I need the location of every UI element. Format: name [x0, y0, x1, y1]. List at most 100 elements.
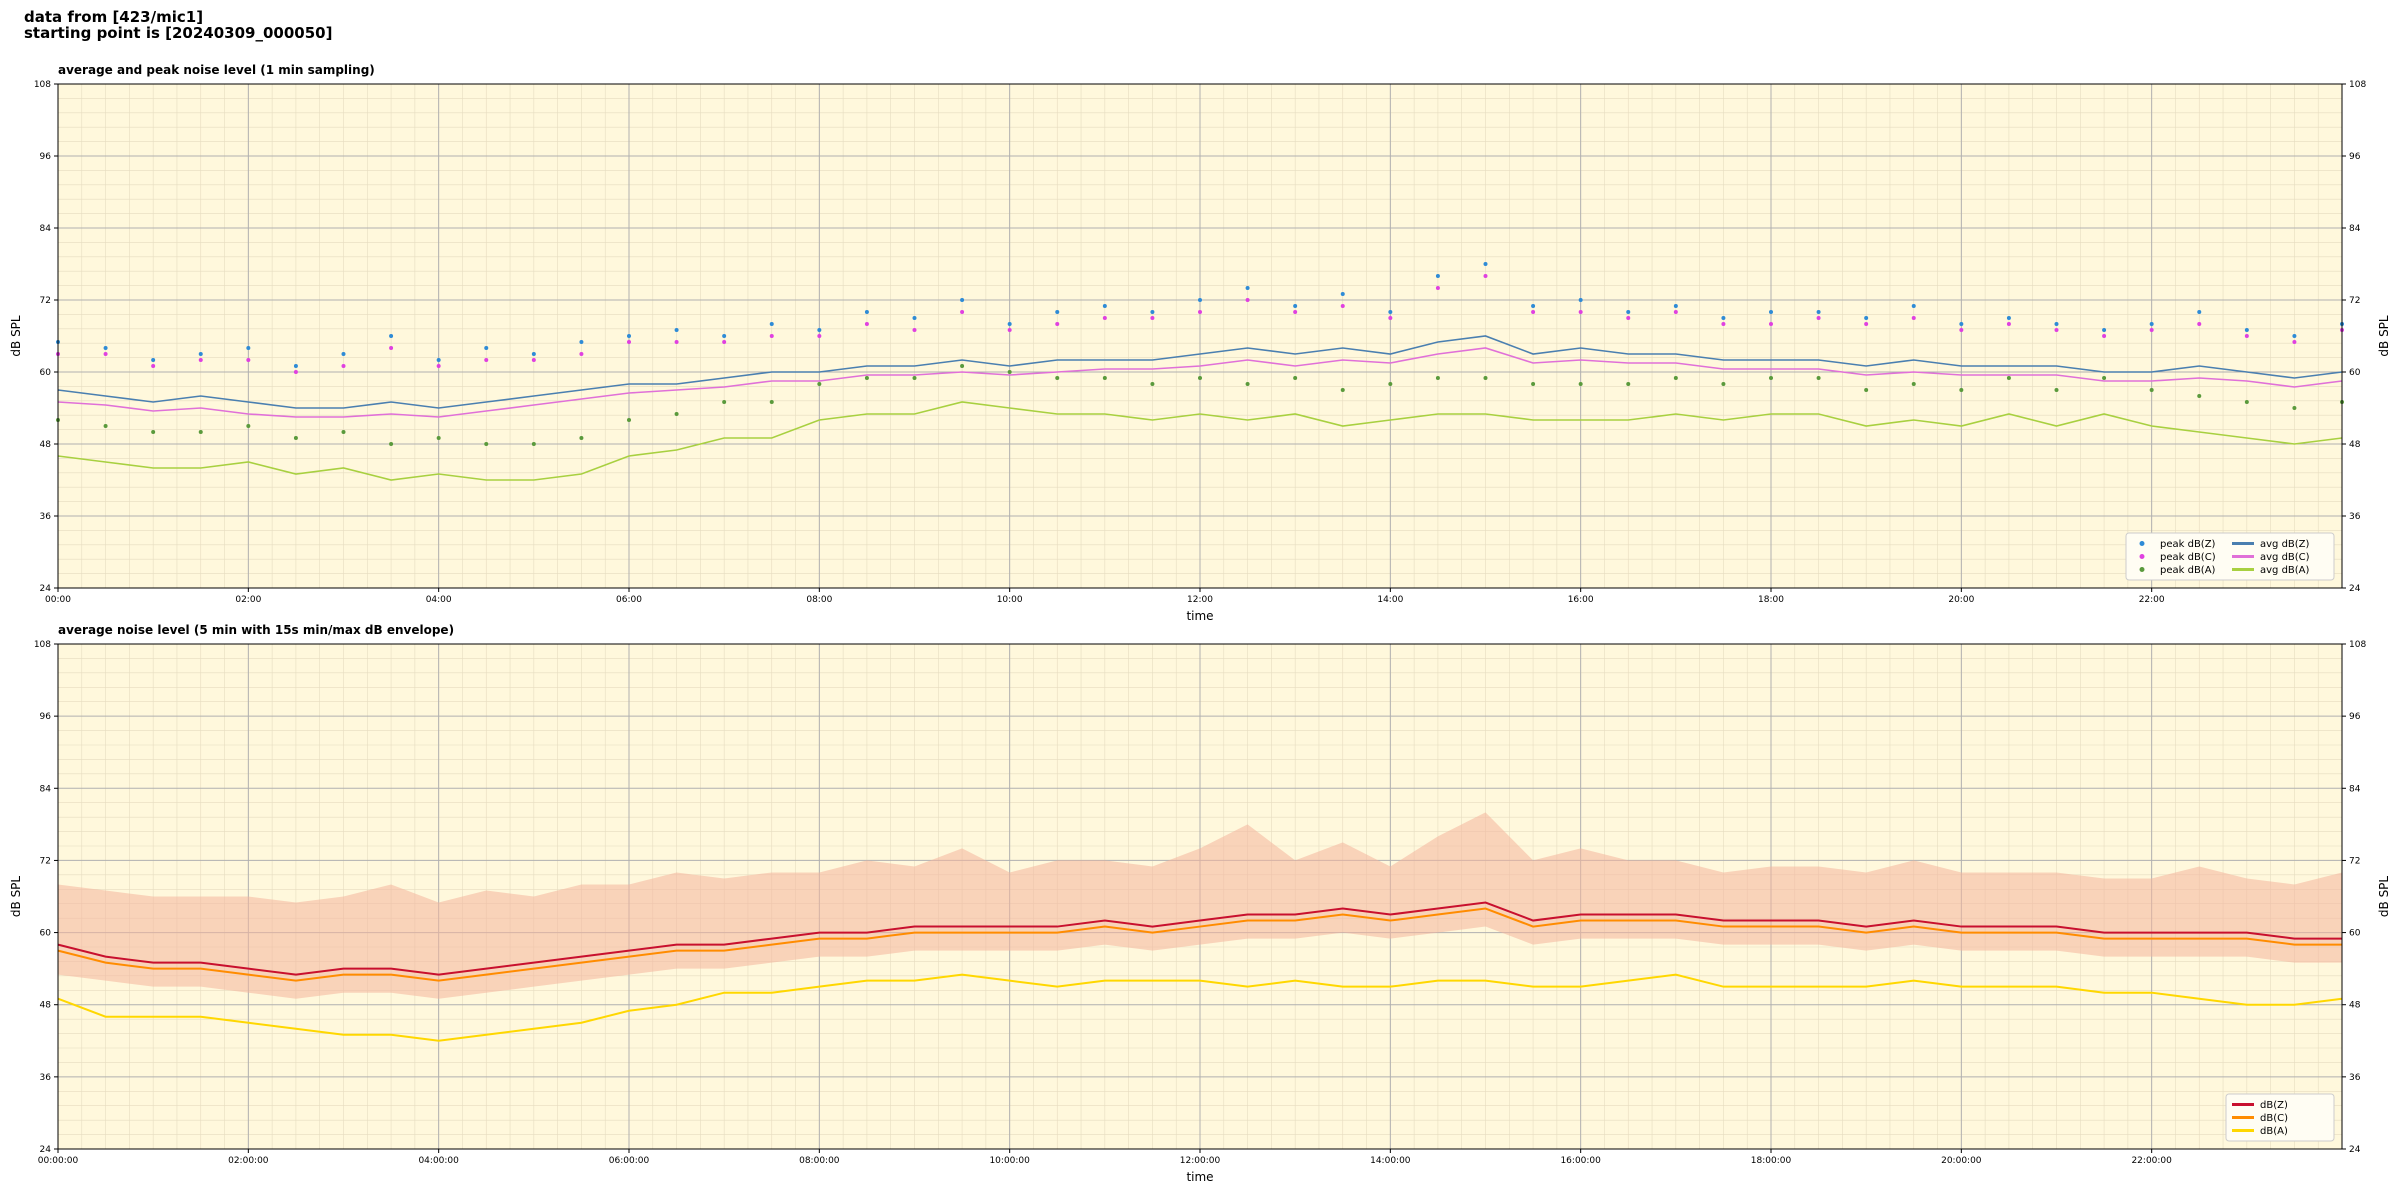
header-line: starting point is [20240309_000050] — [24, 24, 332, 42]
peak-dot — [722, 334, 727, 338]
legend-label: peak dB(C) — [2160, 552, 2216, 563]
peak-dot — [1055, 376, 1060, 380]
x-tick-label: 16:00 — [1568, 595, 1594, 605]
y-tick-label: 84 — [40, 784, 52, 794]
peak-dot — [2244, 328, 2249, 332]
peak-dot — [436, 358, 441, 362]
peak-dot — [1198, 376, 1202, 380]
legend-label: dB(A) — [2260, 1126, 2288, 1137]
peak-dot — [293, 436, 298, 440]
peak-dot — [2006, 376, 2011, 380]
peak-dot — [769, 400, 774, 404]
peak-dot — [293, 364, 298, 368]
peak-dot — [1007, 370, 1012, 374]
peak-dot — [769, 334, 774, 338]
y-tick-label: 36 — [40, 1073, 52, 1083]
y-tick-label: 108 — [34, 640, 51, 650]
peak-dot — [912, 328, 917, 332]
y-tick-label: 60 — [2349, 368, 2361, 378]
y-tick-label: 108 — [2349, 640, 2366, 650]
peak-dot — [769, 322, 774, 326]
peak-dot — [722, 340, 727, 344]
y-axis-label: dB SPL — [2377, 315, 2391, 357]
peak-dot — [1388, 382, 1393, 386]
peak-dot — [864, 322, 869, 326]
peak-dot — [1388, 310, 1393, 314]
x-axis-label: time — [1186, 609, 1213, 623]
peak-dot — [2102, 376, 2107, 380]
x-tick-label: 16:00:00 — [1560, 1156, 1601, 1166]
peak-dot — [341, 364, 346, 368]
peak-dot — [2102, 334, 2107, 338]
peak-dot — [246, 346, 251, 350]
peak-dot — [627, 334, 631, 338]
peak-dot — [864, 310, 869, 314]
peak-dot — [1102, 316, 1107, 320]
x-tick-label: 12:00 — [1187, 595, 1213, 605]
peak-dot — [2102, 328, 2107, 332]
peak-dot — [1531, 304, 1536, 308]
envelope-band — [58, 812, 2342, 999]
peak-dot — [1531, 382, 1536, 386]
peak-dot — [1626, 316, 1631, 320]
plot-frame — [57, 83, 2343, 589]
legend-marker — [2139, 567, 2145, 572]
peak-dot — [1388, 316, 1393, 320]
y-tick-label: 84 — [2349, 224, 2361, 234]
peak-dot — [484, 346, 489, 350]
peak-dot — [293, 370, 298, 374]
peak-dot — [1769, 322, 1773, 326]
x-tick-label: 18:00 — [1758, 595, 1784, 605]
y-tick-label: 36 — [2349, 512, 2361, 522]
peak-dot — [1483, 274, 1488, 278]
y-tick-label: 96 — [2349, 152, 2361, 162]
peak-dot — [151, 430, 156, 434]
peak-dot — [198, 358, 203, 362]
peak-dot — [1102, 304, 1107, 308]
peak-dot — [722, 400, 727, 404]
peak-dot — [103, 346, 108, 350]
peak-dot — [1721, 382, 1726, 386]
y-tick-label: 36 — [2349, 1073, 2361, 1083]
peak-dot — [1293, 304, 1298, 308]
peak-dot — [436, 364, 441, 368]
peak-dot — [674, 412, 679, 416]
peak-dot — [2197, 394, 2202, 398]
peak-dot — [103, 352, 108, 356]
legend-label: avg dB(A) — [2260, 565, 2310, 576]
peak-dot — [1578, 310, 1583, 314]
chart-title: average noise level (5 min with 15s min/… — [58, 623, 454, 637]
peak-dot — [1198, 310, 1202, 314]
peak-dot — [1911, 382, 1916, 386]
peak-dot — [1340, 304, 1345, 308]
peak-dot — [484, 358, 489, 362]
y-tick-label: 24 — [40, 584, 52, 594]
peak-dot — [1864, 388, 1869, 392]
peak-dot — [341, 352, 346, 356]
plot-frame — [57, 643, 2343, 1150]
legend-marker — [2139, 541, 2145, 546]
peak-dot — [1150, 382, 1155, 386]
peak-dot — [674, 328, 679, 332]
y-tick-label: 60 — [40, 368, 52, 378]
peak-dot — [2244, 400, 2249, 404]
peak-dot — [912, 316, 917, 320]
x-tick-label: 06:00:00 — [609, 1156, 650, 1166]
y-tick-label: 108 — [34, 80, 51, 90]
x-tick-label: 14:00 — [1377, 595, 1403, 605]
peak-dot — [2149, 328, 2154, 332]
peak-dot — [1673, 304, 1678, 308]
x-tick-label: 02:00 — [235, 595, 261, 605]
peak-dot — [817, 382, 822, 386]
peak-dot — [151, 358, 156, 362]
peak-dot — [1769, 310, 1773, 314]
x-tick-label: 10:00:00 — [989, 1156, 1030, 1166]
peak-dot — [1340, 388, 1345, 392]
peak-dot — [674, 340, 679, 344]
y-tick-label: 48 — [40, 440, 52, 450]
y-tick-label: 96 — [40, 152, 52, 162]
peak-dot — [1959, 388, 1964, 392]
y-tick-label: 48 — [2349, 1001, 2361, 1011]
